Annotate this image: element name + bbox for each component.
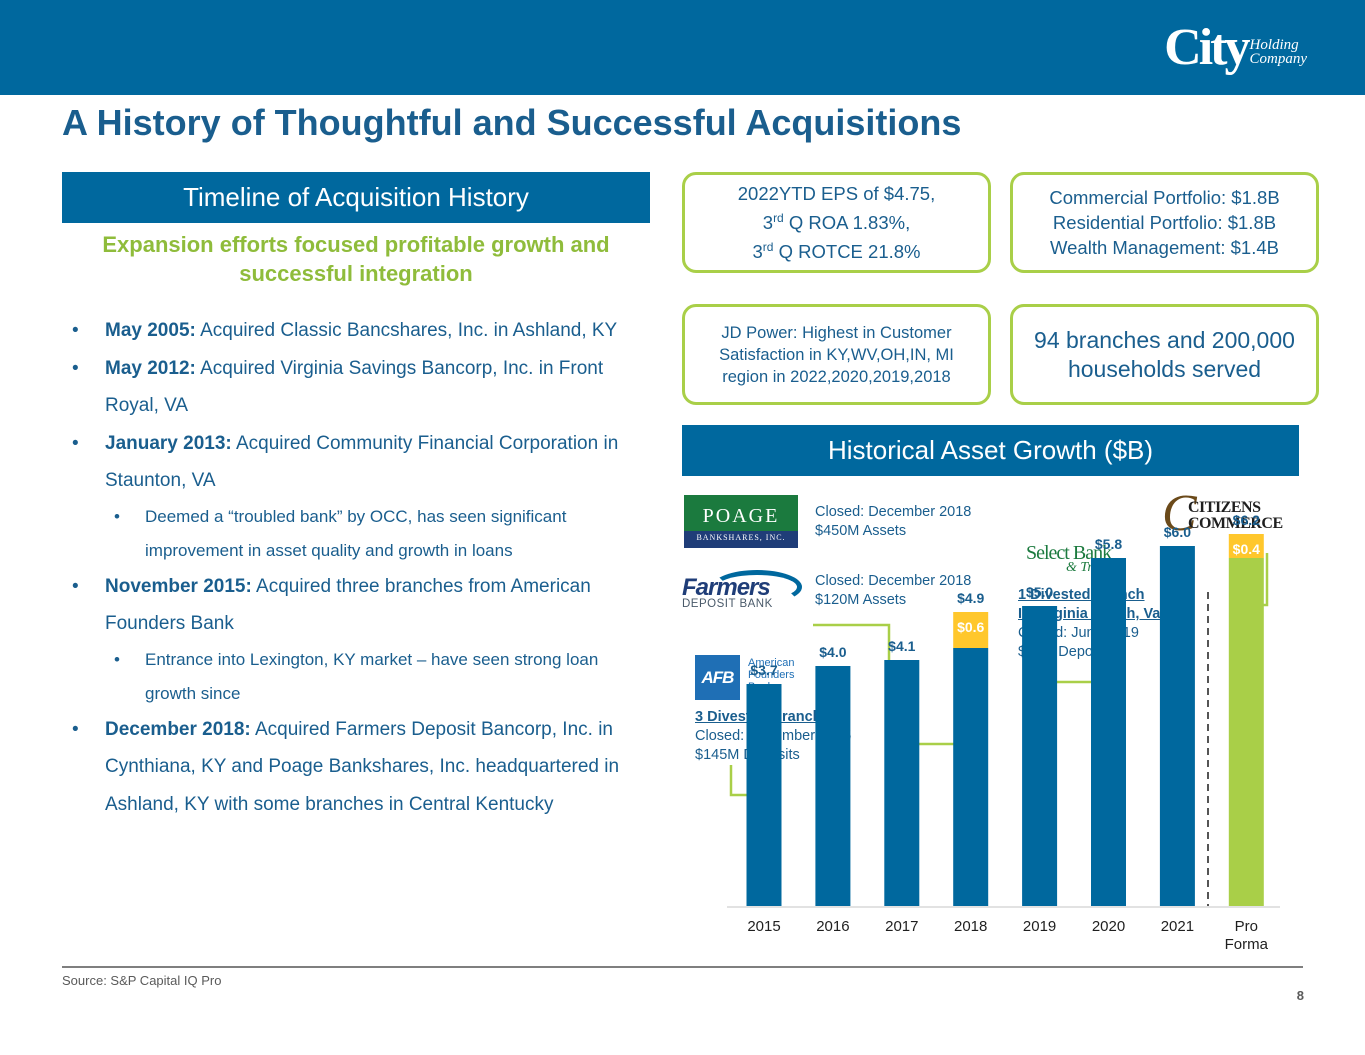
segment-label: $0.4 bbox=[1233, 541, 1260, 557]
logo-sub-text: Holding Company bbox=[1249, 37, 1308, 67]
timeline-item-text: Acquired Farmers Deposit Bancorp, Inc. i… bbox=[105, 718, 620, 815]
timeline-item-text: Acquired Classic Bancshares, Inc. in Ash… bbox=[195, 320, 618, 341]
total-label: $4.0 bbox=[819, 644, 846, 660]
timeline-subtitle: Expansion efforts focused profitable gro… bbox=[102, 232, 610, 286]
bar-pro-forma bbox=[1228, 558, 1264, 906]
select-connector-dot bbox=[1031, 733, 1041, 743]
timeline-item-text: Acquired Community Financial Corporation… bbox=[105, 432, 619, 492]
kpi-jdpower-line-3: region in 2022,2020,2019,2018 bbox=[722, 367, 951, 386]
poage-note: Closed: December 2018 $450M Assets bbox=[815, 504, 972, 539]
logo-sub-line-2: Company bbox=[1249, 51, 1308, 67]
select-bank-name: Select Bank bbox=[1026, 542, 1112, 564]
x-tick-label: 2016 bbox=[816, 918, 849, 935]
timeline-subitem: Deemed a “troubled bank” by OCC, has see… bbox=[72, 500, 652, 568]
x-tick-label: 2020 bbox=[1092, 918, 1125, 935]
kpi-branches-box: 94 branches and 200,000 households serve… bbox=[1010, 304, 1319, 405]
american-founders-logo: AFB American Founders Bank bbox=[695, 655, 805, 700]
asset-growth-header: Historical Asset Growth ($B) bbox=[682, 425, 1299, 476]
bar-2016 bbox=[815, 666, 851, 906]
citizens-commerce-logo: C CITIZENS COMMERCE bbox=[1162, 488, 1302, 540]
poage-logo-sub: BANKSHARES, INC. bbox=[696, 533, 786, 542]
citizens-name: CITIZENS COMMERCE bbox=[1188, 499, 1283, 532]
x-tick-label: 2019 bbox=[1023, 918, 1056, 935]
timeline-item-date: November 2015: bbox=[105, 575, 252, 597]
timeline-item-text: Acquired three branches from American Fo… bbox=[105, 575, 591, 635]
farmers-deposit-logo: Farmers DEPOSIT BANK bbox=[682, 570, 802, 612]
kpi-branches-line-2: households served bbox=[1067, 355, 1262, 382]
kpi-portfolio-box: Commercial Portfolio: $1.8B Residential … bbox=[1010, 172, 1319, 273]
kpi-eps-line: 2022YTD EPS of $4.75, bbox=[737, 182, 936, 204]
x-tick-label: Pro bbox=[1235, 918, 1258, 935]
x-tick-label: Forma bbox=[1225, 936, 1269, 953]
kpi-residential-line: Residential Portfolio: $1.8B bbox=[1052, 212, 1277, 233]
select-bank-note: 1 Divested Branch In Virginia Beach, Va.… bbox=[1018, 587, 1165, 660]
timeline-subitem: Entrance into Lexington, KY market – hav… bbox=[72, 643, 652, 711]
page-number: 8 bbox=[1296, 988, 1304, 1003]
kpi-jdpower-line-1: JD Power: Highest in Customer bbox=[721, 323, 952, 342]
kpi-wealth-line: Wealth Management: $1.4B bbox=[1050, 237, 1279, 258]
afb-note: 3 Divested Branches Closed: November 201… bbox=[695, 709, 852, 763]
timeline-item-date: December 2018: bbox=[105, 718, 251, 740]
page-title: A History of Thoughtful and Successful A… bbox=[62, 102, 962, 143]
timeline-item: May 2012: Acquired Virginia Savings Banc… bbox=[72, 350, 652, 425]
afb-mark: AFB bbox=[695, 655, 740, 700]
city-holding-logo: City Holding Company bbox=[1164, 22, 1307, 74]
x-tick-label: 2017 bbox=[885, 918, 918, 935]
poage-logo-name: POAGE bbox=[702, 505, 780, 527]
poage-logo: POAGE BANKSHARES, INC. bbox=[684, 495, 798, 548]
citizens-connector-dot bbox=[1239, 643, 1249, 653]
timeline-item-date: January 2013: bbox=[105, 432, 232, 454]
afb-name: American Founders Bank bbox=[748, 657, 795, 693]
select-bank-logo: Select Bank & Trust bbox=[1026, 542, 1136, 578]
kpi-branches-line-1: 94 branches and 200,000 bbox=[1034, 326, 1295, 353]
logo-sub-line-1: Holding bbox=[1249, 37, 1299, 53]
kpi-jdpower-line-2: Satisfaction in KY,WV,OH,IN, MI bbox=[719, 345, 954, 364]
kpi-rotce-line: 3rd Q ROTCE 21.8% bbox=[752, 240, 921, 263]
afb-connector bbox=[729, 765, 767, 822]
kpi-eps-box: 2022YTD EPS of $4.75, 3rd Q ROA 1.83%, 3… bbox=[682, 172, 991, 273]
footer-divider bbox=[62, 966, 1303, 968]
select-connector bbox=[1034, 668, 1099, 737]
farmers-connector-dot bbox=[962, 739, 972, 749]
farmers-logo-sub: DEPOSIT BANK bbox=[682, 598, 773, 610]
timeline-item-date: May 2005: bbox=[105, 320, 196, 341]
timeline-item: December 2018: Acquired Farmers Deposit … bbox=[72, 711, 652, 824]
header-bar: City Holding Company bbox=[0, 0, 1365, 95]
select-bank-sub: & Trust bbox=[1066, 560, 1110, 575]
kpi-roa-line: 3rd Q ROA 1.83%, bbox=[762, 210, 911, 233]
x-tick-label: 2021 bbox=[1161, 918, 1194, 935]
timeline-item-text: Acquired Virginia Savings Bancorp, Inc. … bbox=[105, 357, 604, 417]
total-label: $4.1 bbox=[888, 638, 915, 654]
farmers-logo-name: Farmers bbox=[682, 574, 771, 601]
bar-2017 bbox=[884, 660, 920, 906]
timeline-item: January 2013: Acquired Community Financi… bbox=[72, 425, 652, 500]
citizens-connector bbox=[1242, 553, 1269, 648]
timeline-item: May 2005: Acquired Classic Bancshares, I… bbox=[72, 312, 652, 350]
kpi-commercial-line: Commercial Portfolio: $1.8B bbox=[1049, 187, 1280, 208]
bar-2018 bbox=[953, 648, 989, 906]
logo-main-text: City bbox=[1164, 19, 1250, 76]
bar-segment-acquired-2018 bbox=[953, 612, 989, 648]
kpi-jdpower-box: JD Power: Highest in Customer Satisfacti… bbox=[682, 304, 991, 405]
citizens-mark: C bbox=[1162, 485, 1197, 542]
afb-connector-dot bbox=[760, 817, 770, 827]
timeline-list: May 2005: Acquired Classic Bancshares, I… bbox=[72, 312, 652, 823]
source-note: Source: S&P Capital IQ Pro bbox=[62, 973, 222, 988]
x-tick-label: 2015 bbox=[747, 918, 780, 935]
poage-logo-stripe bbox=[684, 531, 798, 548]
timeline-item-date: May 2012: bbox=[105, 357, 196, 379]
timeline-header: Timeline of Acquisition History bbox=[62, 172, 650, 223]
farmers-note: Closed: December 2018 $120M Assets bbox=[815, 573, 972, 608]
timeline-item: November 2015: Acquired three branches f… bbox=[72, 568, 652, 643]
x-tick-label: 2018 bbox=[954, 918, 987, 935]
bar-2021 bbox=[1159, 546, 1195, 906]
connector-lines bbox=[729, 553, 1269, 822]
farmers-swoosh bbox=[712, 570, 802, 604]
segment-label: $0.6 bbox=[957, 619, 984, 635]
